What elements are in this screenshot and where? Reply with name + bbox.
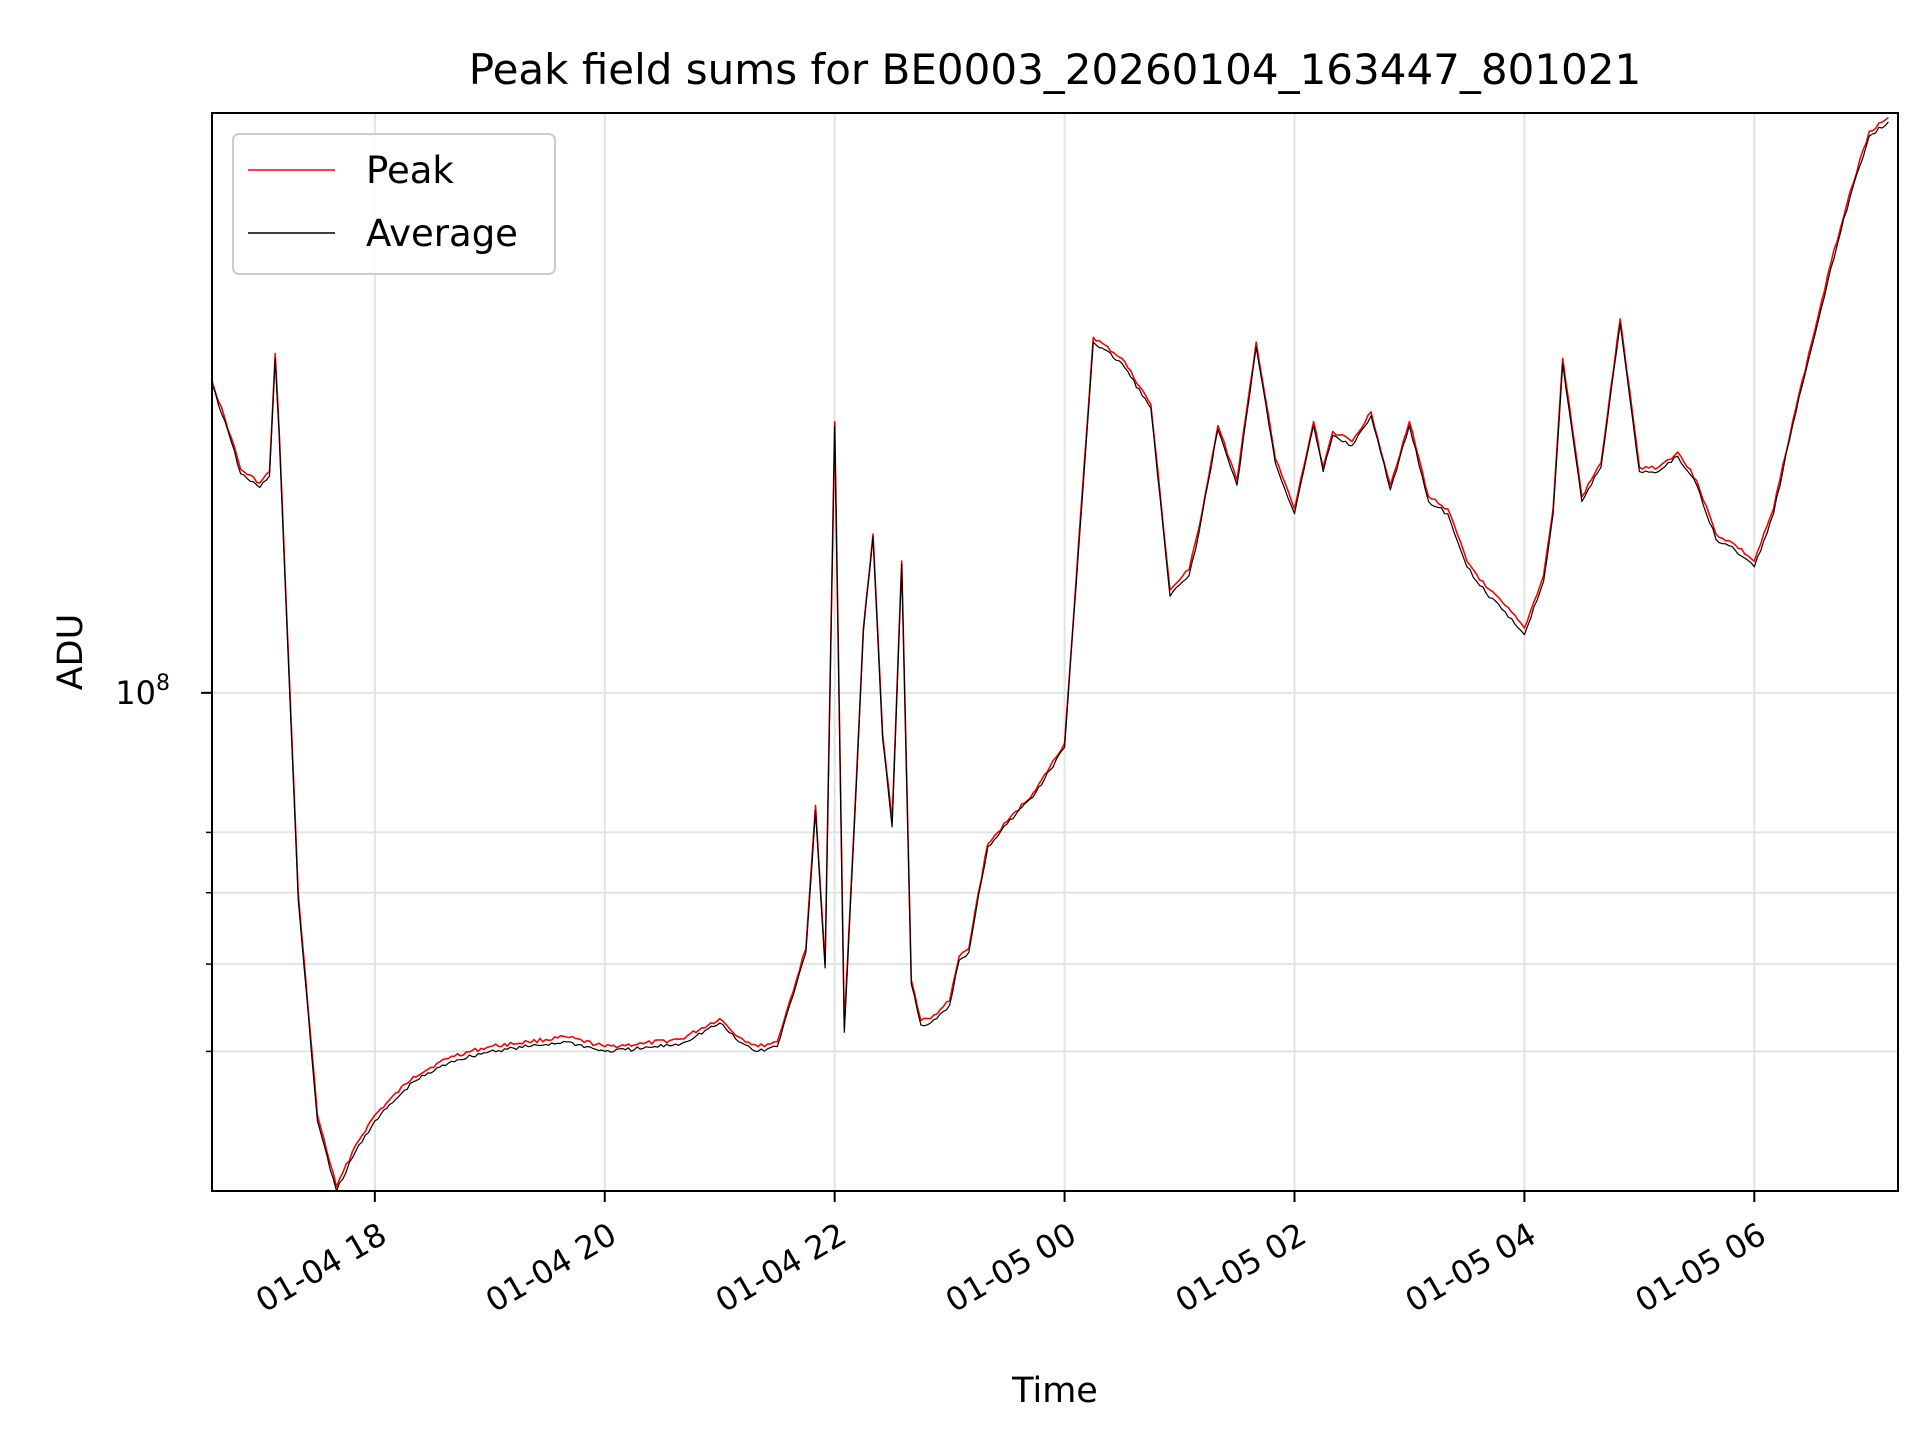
legend-label-average: Average [366, 212, 518, 255]
y-tick-exponent: 8 [156, 671, 170, 696]
chart-title: Peak field sums for BE0003_20260104_1634… [469, 45, 1641, 94]
y-tick-label: 108 [115, 671, 170, 712]
series-line-peak [212, 116, 1889, 1188]
plot-frame [211, 112, 1899, 1192]
plot-lines [212, 116, 1889, 1191]
series-line-average [212, 121, 1889, 1191]
legend: Peak Average [232, 133, 556, 275]
legend-label-peak: Peak [366, 149, 454, 192]
grid [212, 113, 1898, 1191]
y-axis-label: ADU [51, 614, 91, 691]
x-axis-label: Time [1011, 1371, 1098, 1411]
y-tick-base: 10 [115, 674, 156, 712]
legend-box [232, 133, 556, 275]
